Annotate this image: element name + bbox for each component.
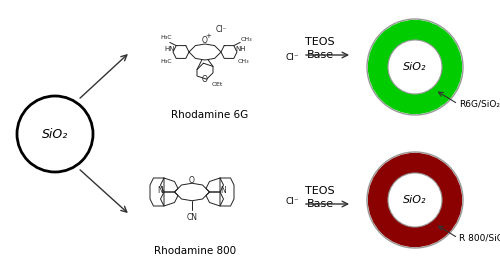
Text: Base: Base [306,50,334,60]
Text: CH₃: CH₃ [238,59,249,64]
Text: N: N [158,186,164,195]
Text: Cl⁻: Cl⁻ [286,198,300,207]
Text: R6G/SiO₂: R6G/SiO₂ [459,99,500,109]
Text: SiO₂: SiO₂ [42,128,68,140]
Text: Base: Base [306,199,334,209]
Text: Rhodamine 6G: Rhodamine 6G [172,110,248,120]
Text: TEOS: TEOS [305,186,335,196]
Text: SiO₂: SiO₂ [403,62,427,72]
Text: OEt: OEt [212,81,224,87]
Circle shape [17,96,93,172]
Text: +: + [206,33,211,39]
Circle shape [388,173,442,227]
Text: N: N [220,186,226,195]
Text: CH₃: CH₃ [241,37,252,42]
Text: R 800/SiO₂: R 800/SiO₂ [459,233,500,243]
Text: O: O [189,176,195,185]
Text: Cl⁻: Cl⁻ [286,54,300,62]
Text: CN: CN [186,213,198,222]
Text: O: O [202,36,208,45]
Text: Cl⁻: Cl⁻ [215,25,227,34]
Text: SiO₂: SiO₂ [403,195,427,205]
Circle shape [367,152,463,248]
Text: HN: HN [164,46,175,52]
Text: H₃C: H₃C [161,35,172,40]
Text: NH: NH [235,46,246,52]
Text: TEOS: TEOS [305,37,335,47]
Circle shape [367,19,463,115]
Circle shape [388,40,442,94]
Text: O: O [202,75,208,84]
Text: Rhodamine 800: Rhodamine 800 [154,246,236,256]
Text: H₃C: H₃C [161,59,172,64]
